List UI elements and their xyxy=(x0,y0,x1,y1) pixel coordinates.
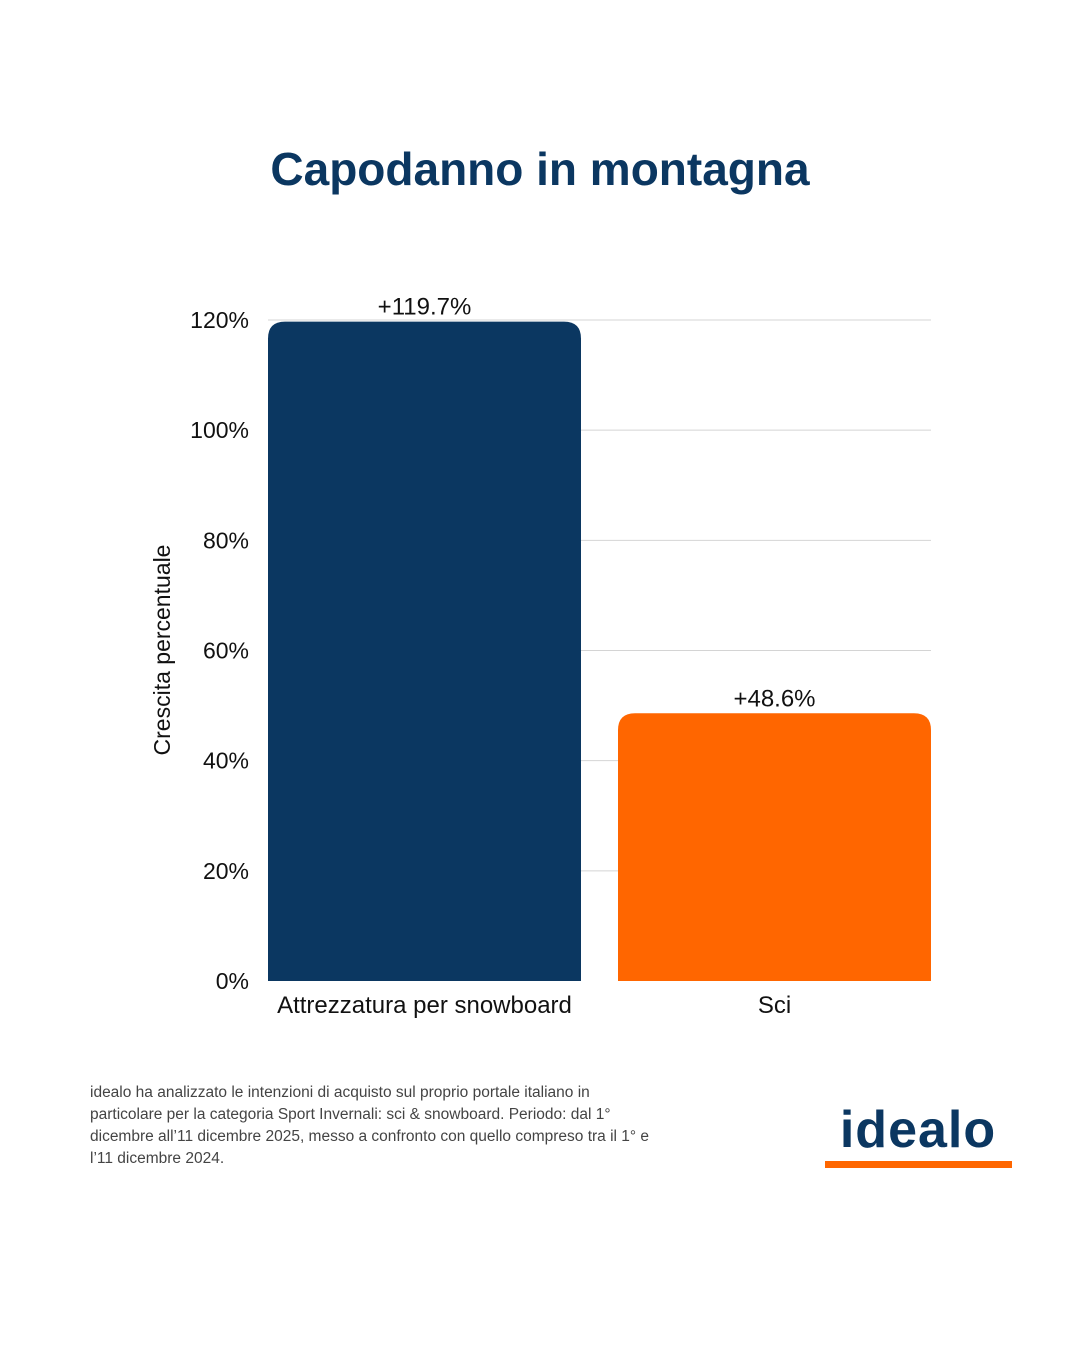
data-label: +119.7% xyxy=(378,294,472,321)
y-tick-label: 120% xyxy=(190,307,249,333)
y-tick-label: 100% xyxy=(190,417,249,443)
logo-underline xyxy=(825,1161,1012,1168)
bars xyxy=(268,321,931,982)
footnote: idealo ha analizzato le intenzioni di ac… xyxy=(90,1084,650,1167)
y-tick-label: 40% xyxy=(203,748,249,774)
data-labels: +119.7% +48.6% xyxy=(378,294,816,713)
bar xyxy=(618,713,931,981)
x-category-label: Attrezzatura per snowboard xyxy=(277,992,572,1019)
chart-title: Capodanno in montagna xyxy=(270,143,810,195)
y-axis-label: Crescita percentuale xyxy=(149,545,175,756)
y-tick-label: 0% xyxy=(216,968,249,994)
bar xyxy=(268,321,581,982)
logo-wordmark: idealo xyxy=(839,1101,997,1159)
bar-chart: 0% 20% 40% 60% 80% 100% 120% +119.7% +48.6% Att… xyxy=(149,294,931,1019)
y-tick-label: 80% xyxy=(203,527,249,553)
y-axis-ticks: 0% 20% 40% 60% 80% 100% 120% xyxy=(190,307,249,994)
y-tick-label: 20% xyxy=(203,858,249,884)
idealo-logo: idealo xyxy=(822,1101,1014,1170)
y-tick-label: 60% xyxy=(203,638,249,664)
data-label: +48.6% xyxy=(733,685,815,712)
x-category-label: Sci xyxy=(758,992,791,1019)
x-axis-categories: Attrezzatura per snowboard Sci xyxy=(277,992,791,1019)
